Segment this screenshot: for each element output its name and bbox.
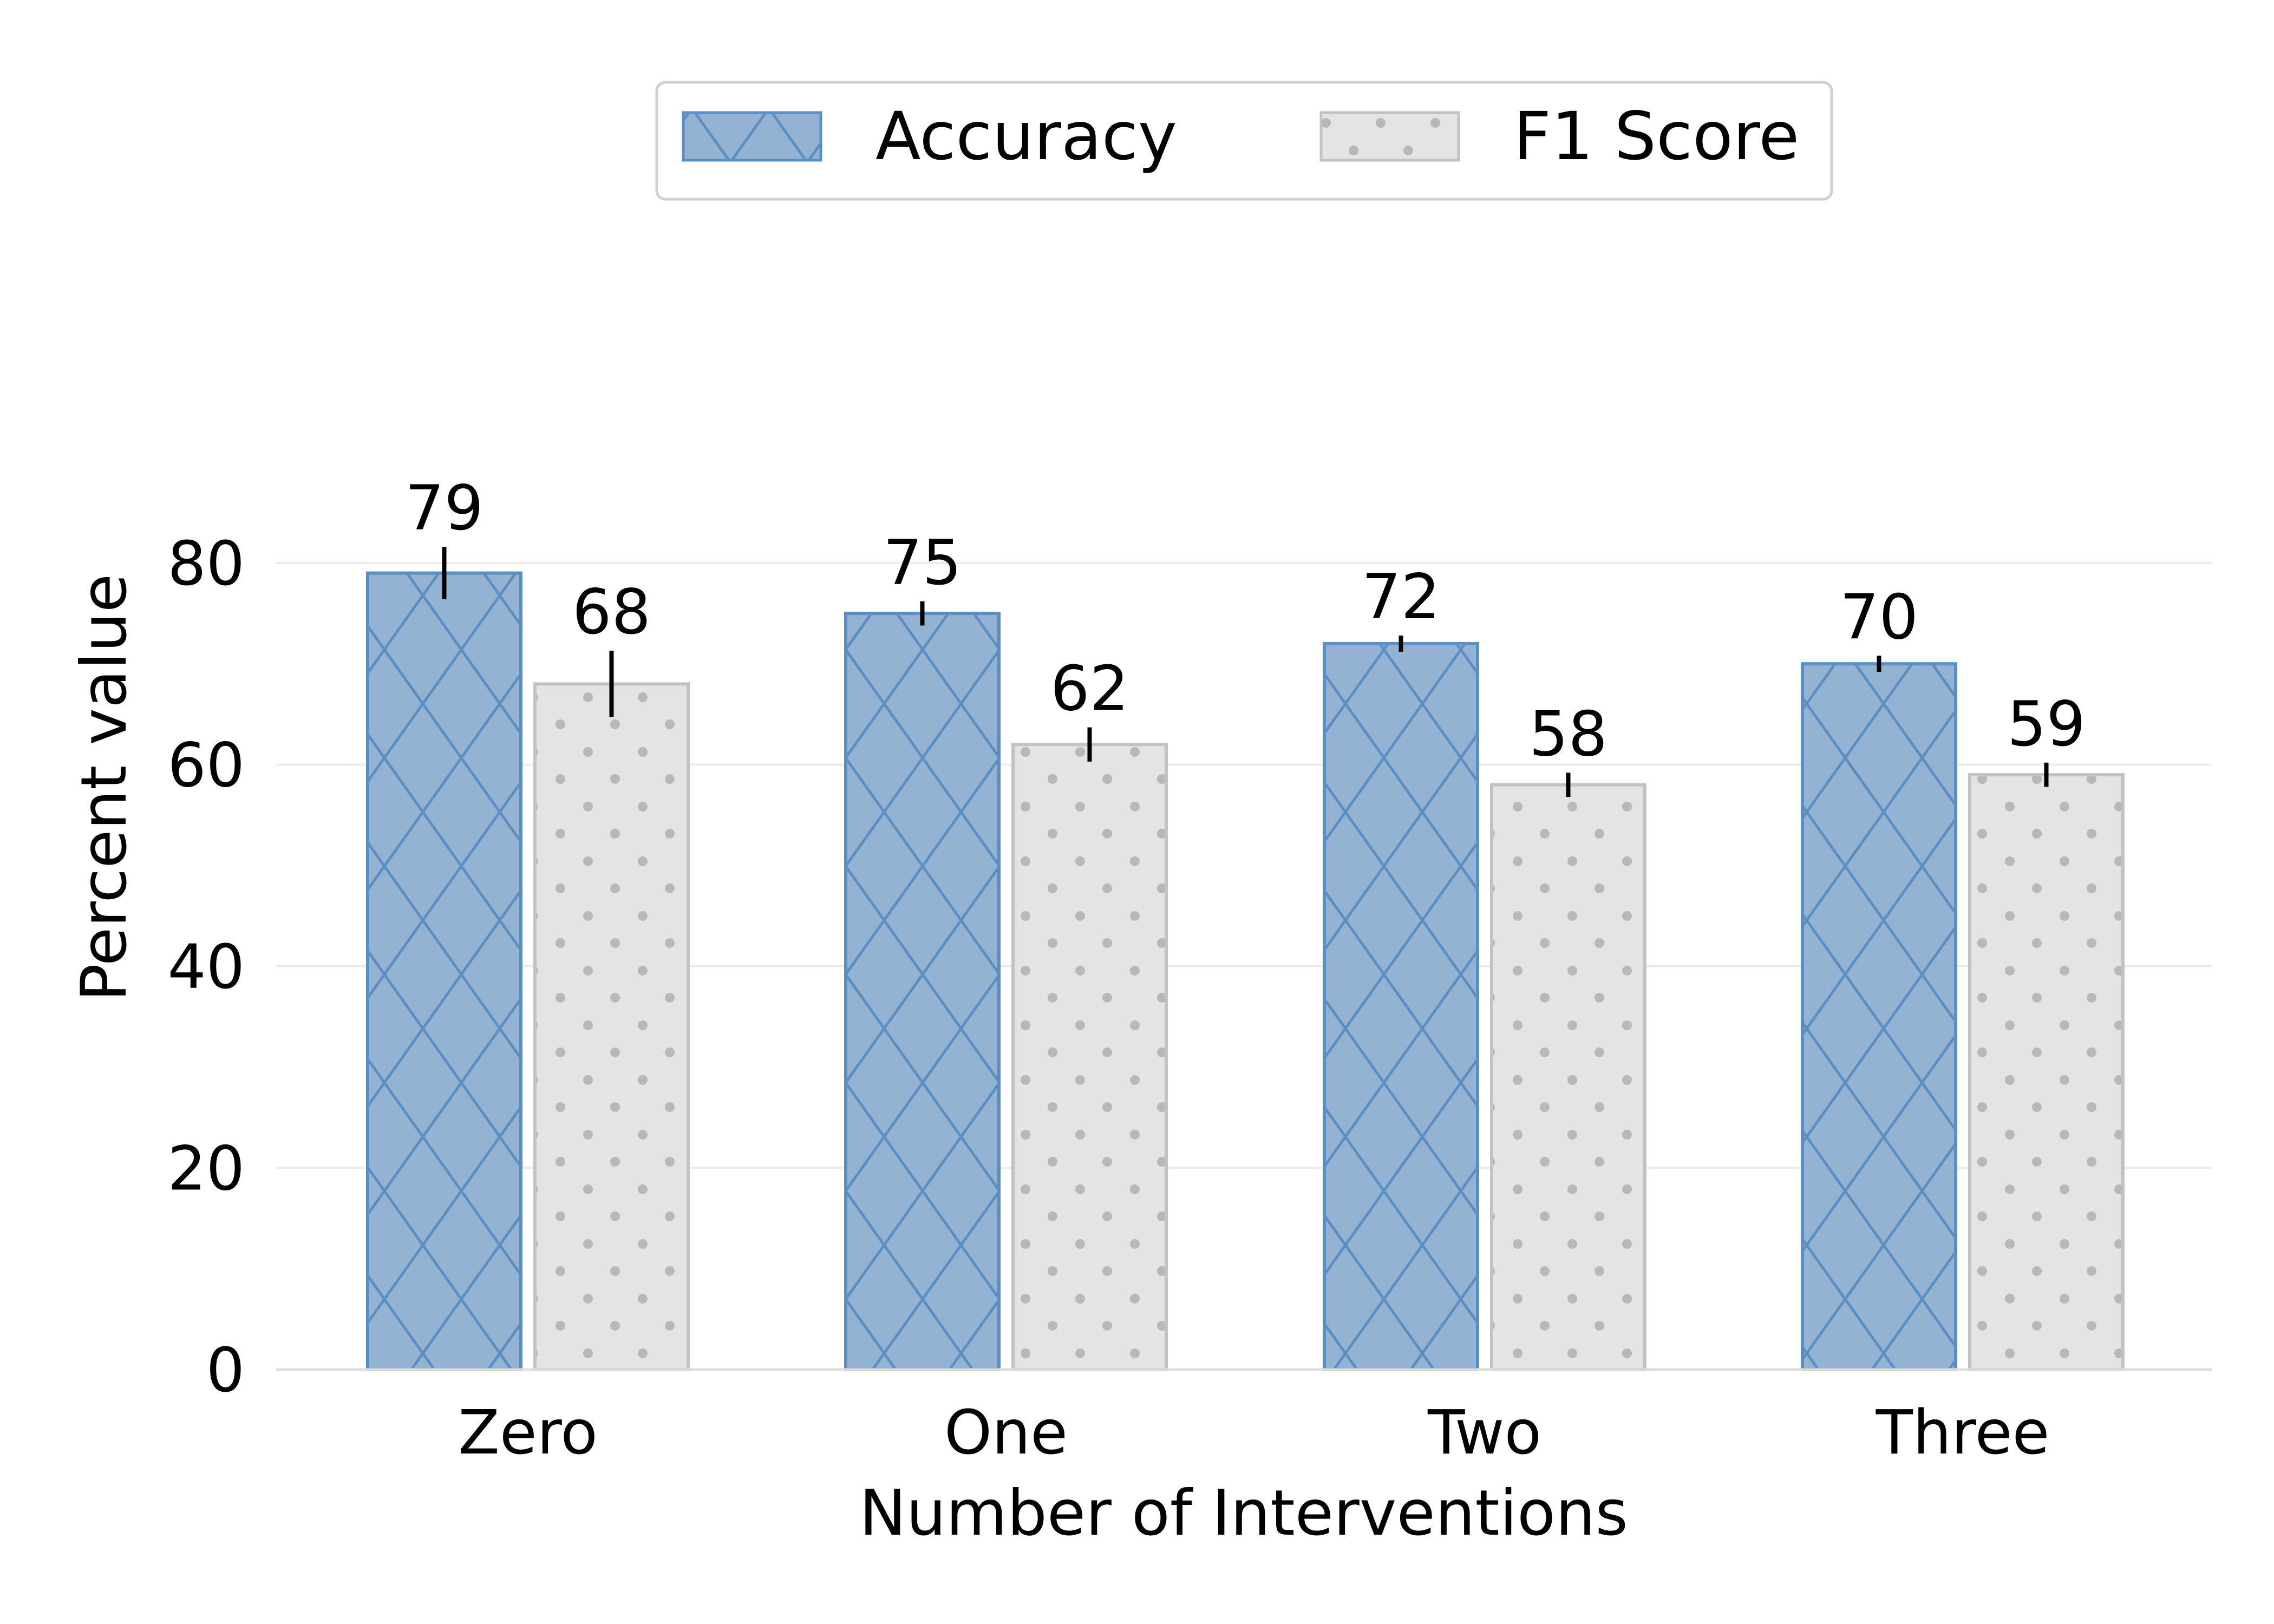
- data-label: 59: [2007, 688, 2086, 760]
- bar-pattern: [1323, 642, 1479, 1371]
- legend-label: F1 Score: [1513, 98, 1799, 175]
- data-labels: 79 75 72 70 68 62 58 59: [405, 472, 2086, 770]
- data-label: 62: [1050, 653, 1129, 725]
- legend-item-f1-score: F1 Score: [1319, 98, 1799, 175]
- x-tick-label: Zero: [458, 1398, 598, 1468]
- bar-accuracy-two: [1323, 642, 1479, 1371]
- y-tick-label: 80: [167, 529, 245, 599]
- bar-pattern: [1490, 783, 1646, 1371]
- error-bars: [442, 547, 2049, 797]
- bar-pattern: [844, 612, 1001, 1371]
- x-tick-label: Two: [1427, 1398, 1541, 1468]
- bar-pattern: [366, 571, 522, 1371]
- bar-pattern: [1011, 743, 1168, 1371]
- x-tick-label: Three: [1876, 1398, 2050, 1468]
- y-tick-label: 20: [167, 1134, 245, 1204]
- y-tick-label: 40: [167, 932, 245, 1003]
- data-label: 70: [1840, 581, 1918, 653]
- y-tick-labels: 0 20 40 60 80: [167, 529, 245, 1406]
- data-label: 75: [883, 527, 962, 599]
- x-tick-label: One: [944, 1398, 1068, 1468]
- legend-frame: [655, 81, 1833, 201]
- data-label: 58: [1529, 698, 1608, 770]
- data-label: 72: [1362, 561, 1440, 633]
- bar-accuracy-three: [1801, 662, 1957, 1371]
- legend-swatch-pattern: [682, 111, 822, 162]
- data-label: 68: [572, 576, 651, 648]
- y-tick-label: 60: [167, 731, 245, 801]
- bar-pattern: [1968, 773, 2125, 1371]
- bar-pattern: [1801, 662, 1957, 1371]
- data-label: 79: [405, 472, 483, 544]
- y-axis-label: Percent value: [68, 574, 141, 1001]
- legend-swatch-pattern: [1319, 111, 1460, 162]
- x-axis-label: Number of Interventions: [859, 1477, 1628, 1550]
- bar-f1-score-zero: [533, 682, 690, 1371]
- bar-accuracy-one: [844, 612, 1001, 1371]
- bar-f1-score-three: [1968, 773, 2125, 1371]
- bars: [366, 571, 2125, 1371]
- legend-item-accuracy: Accuracy: [682, 98, 1177, 175]
- bar-f1-score-two: [1490, 783, 1646, 1371]
- bar-accuracy-zero: [366, 571, 522, 1371]
- bar-f1-score-one: [1011, 743, 1168, 1371]
- x-tick-labels: Zero One Two Three: [458, 1398, 2049, 1468]
- y-tick-label: 0: [206, 1335, 245, 1406]
- bar-pattern: [533, 682, 690, 1371]
- legend: Accuracy F1 Score: [655, 81, 1833, 201]
- legend-label: Accuracy: [875, 98, 1177, 175]
